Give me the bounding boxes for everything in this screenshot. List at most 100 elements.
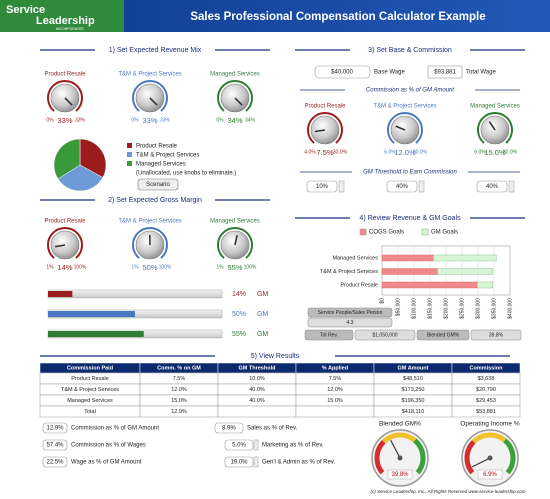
- bar: [381, 254, 434, 262]
- stat-label: Marketing as % of Rev.: [262, 443, 324, 449]
- knob-min: 4.0%: [304, 149, 316, 155]
- subheading: Commission as % of GM Amount: [366, 88, 454, 94]
- table-text: 7.5%: [173, 376, 186, 382]
- threshold-box[interactable]: [306, 180, 338, 193]
- review-cell: [307, 317, 393, 328]
- x-tick-label: $50,000: [395, 298, 401, 316]
- legend-swatch: [359, 228, 367, 236]
- total-wage-label: Total Wage: [466, 70, 496, 76]
- review-text: Service People/Sales Person: [318, 310, 383, 316]
- gauge-value-box: [387, 469, 413, 480]
- logo-text: Service: [6, 4, 45, 16]
- table-header: Commission Paid: [67, 365, 113, 371]
- table-cell: [217, 405, 297, 418]
- stat-value: 22.5%: [46, 460, 64, 466]
- gauge-label: Blended GM%: [379, 421, 421, 428]
- gm-track: [47, 289, 223, 299]
- spinner[interactable]: [418, 180, 425, 193]
- knob-ring: [47, 227, 83, 259]
- knob-label: T&M & Project Services: [373, 104, 436, 110]
- table-text: $418,110: [402, 409, 425, 415]
- stat-label: Commission as % of GM Amount: [71, 426, 159, 432]
- table-header: GM Threshold: [239, 365, 276, 371]
- stat-value-box[interactable]: [214, 422, 244, 434]
- knob-min: 0%: [46, 117, 54, 123]
- gm-bar: [48, 331, 144, 337]
- legend-label: Product Resale: [136, 144, 178, 150]
- knob-min: 6.0%: [474, 149, 486, 155]
- gauge-hub: [487, 455, 493, 461]
- gauge-value-box: [477, 469, 503, 480]
- table-text: $20,790: [476, 387, 496, 393]
- gauge-band: [471, 432, 507, 444]
- spinner[interactable]: [338, 180, 345, 193]
- stat-value-box[interactable]: [42, 422, 68, 434]
- gauge-band: [464, 439, 476, 475]
- stat-value-box[interactable]: [42, 456, 68, 468]
- logo-sub: INCORPORATED: [56, 27, 84, 31]
- input-box[interactable]: [314, 65, 371, 79]
- gm-suffix: GM: [257, 311, 268, 318]
- knob-max: 30.0%: [413, 149, 428, 155]
- knob-min: 1%: [46, 264, 54, 270]
- stat-value-box[interactable]: [224, 439, 254, 451]
- knob-min: 6.0%: [384, 149, 396, 155]
- bar: [381, 268, 438, 275]
- table-text: 12.9%: [171, 409, 187, 415]
- knob-pointer: [149, 97, 158, 106]
- knob-value: 34%: [227, 116, 242, 125]
- threshold-box[interactable]: [386, 180, 418, 193]
- page-title: Sales Professional Compensation Calculat…: [190, 11, 485, 23]
- knob-label: Managed Services: [210, 72, 260, 78]
- knob-value: 7.5%: [316, 148, 333, 157]
- gm-value: 50%: [232, 311, 246, 318]
- knob-ring: [307, 112, 343, 144]
- knob-pointer: [55, 244, 66, 248]
- knob-max: 100%: [159, 264, 172, 270]
- knob-max: 33%: [75, 117, 86, 123]
- bar: [437, 268, 494, 275]
- review-cell: [307, 307, 393, 318]
- x-tick-label: $350,000: [491, 298, 497, 319]
- bar: [477, 281, 494, 289]
- table-text: 15.0%: [171, 398, 187, 404]
- legend-label: Managed Services: [136, 162, 186, 168]
- spinner[interactable]: [508, 180, 515, 193]
- table-header: GM Amount: [398, 365, 429, 371]
- legend-swatch: [127, 152, 132, 157]
- stat-value-box[interactable]: [224, 456, 254, 468]
- table-text: Total: [84, 409, 96, 415]
- section-heading: 4) Review Revenue & GM Goals: [359, 215, 461, 222]
- table-text: 40.0%: [249, 398, 265, 404]
- gm-bar: [48, 311, 135, 317]
- gm-bar: [48, 291, 73, 297]
- x-tick-label: $100,000: [411, 298, 417, 319]
- knob-ring: [132, 80, 168, 112]
- review-text: $1,050,000: [372, 332, 397, 338]
- spinner[interactable]: [253, 439, 259, 451]
- section-heading: 5) View Results: [251, 353, 300, 360]
- y-tick-label: Managed Services: [332, 255, 378, 261]
- knob-value: 33%: [57, 116, 72, 125]
- base-wage-label: Base Wage: [374, 70, 405, 76]
- knob-label: T&M & Project Services: [118, 219, 181, 225]
- spinner[interactable]: [253, 456, 259, 468]
- stat-value: 57.4%: [46, 443, 64, 449]
- threshold-box[interactable]: [476, 180, 508, 193]
- knob-min: 0%: [216, 117, 224, 123]
- stat-value-box[interactable]: [42, 439, 68, 451]
- pie-slice: [57, 164, 104, 192]
- knob-value: 33%: [142, 116, 157, 125]
- knob-ring: [47, 80, 83, 112]
- review-text: Blended GM%: [427, 332, 460, 338]
- x-tick-label: $150,000: [427, 298, 433, 319]
- section-heading: 1) Set Expected Revenue Mix: [109, 47, 202, 54]
- knob-pointer: [314, 129, 326, 133]
- table-text: 40.0%: [249, 387, 265, 393]
- scenario-button[interactable]: [137, 178, 179, 191]
- legend-label: GM Goals: [431, 230, 458, 236]
- review-cell: [304, 329, 354, 341]
- gm-value: 55%: [232, 331, 246, 338]
- stat-value: 12.9%: [46, 426, 64, 432]
